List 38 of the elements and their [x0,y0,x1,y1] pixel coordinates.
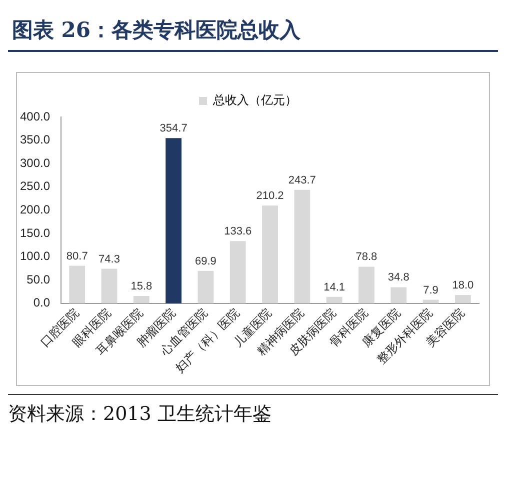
data-label: 78.8 [356,251,378,264]
data-label: 18.0 [452,280,474,292]
bar [230,241,246,304]
data-label: 7.9 [423,284,438,296]
legend-label: 总收入（亿元） [212,93,297,108]
data-label: 34.8 [388,272,410,284]
y-tick-label: 0.0 [33,296,50,310]
bar [454,295,471,304]
bar [390,287,407,304]
y-tick-label: 200.0 [20,202,50,217]
data-label: 133.6 [224,226,252,238]
chart-title: 图表 26：各类专科医院总收入 [8,8,498,52]
bar [358,266,374,304]
bar [133,296,150,304]
bar [101,268,118,304]
y-tick-label: 50.0 [26,272,50,286]
data-label: 243.7 [288,174,316,186]
text: 资料来源：2013 卫生统计年鉴 [8,402,272,427]
y-tick-label: 350.0 [20,132,50,147]
y-tick-label: 100.0 [20,249,50,264]
bar [294,190,310,304]
data-label: 69.9 [195,255,216,268]
data-label: 15.8 [130,280,152,293]
y-tick-label: 300.0 [20,156,50,170]
y-tick-label: 150.0 [20,226,50,240]
bar [198,270,214,304]
data-label: 80.7 [66,250,88,262]
bar [326,296,342,304]
bar [262,205,278,304]
bar [422,300,439,304]
y-tick-label: 400.0 [20,109,50,124]
bar [166,138,182,304]
data-label: 14.1 [324,281,346,294]
data-label: 74.3 [98,253,120,266]
bar [69,266,86,304]
y-tick-label: 250.0 [20,179,50,194]
data-label: 354.7 [160,122,188,135]
data-label: 210.2 [256,190,284,202]
